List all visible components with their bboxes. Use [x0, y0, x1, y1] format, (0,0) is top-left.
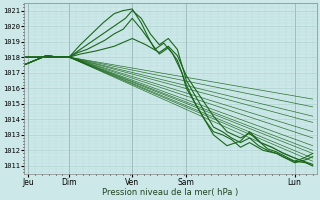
X-axis label: Pression niveau de la mer( hPa ): Pression niveau de la mer( hPa ) — [102, 188, 239, 197]
